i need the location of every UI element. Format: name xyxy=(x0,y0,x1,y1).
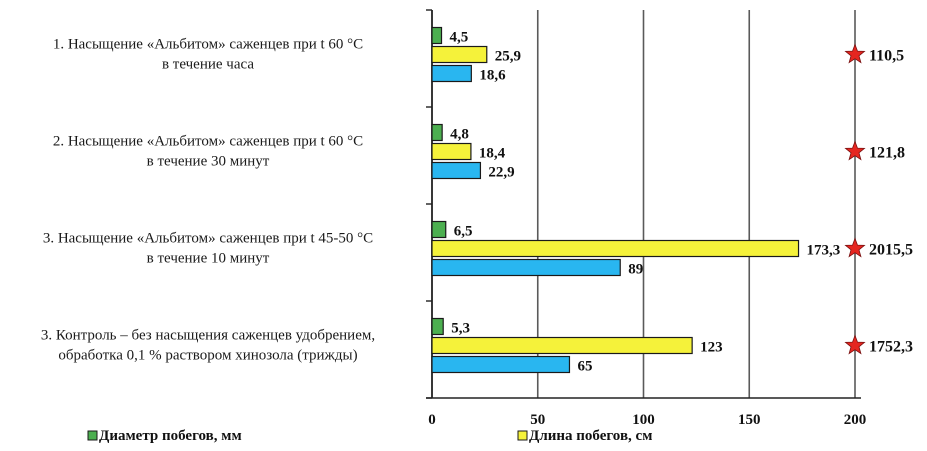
x-tick-label: 50 xyxy=(530,412,545,428)
data-label: 123 xyxy=(700,340,723,356)
x-tick-label: 150 xyxy=(738,412,761,428)
bar xyxy=(431,220,447,239)
bar xyxy=(431,142,472,161)
data-label: 22,9 xyxy=(488,165,514,181)
data-label: 4,5 xyxy=(450,30,469,46)
star-markers: 110,5 121,8 2015,5 1752,3 xyxy=(844,43,913,356)
category-labels: 1. Насыщение «Альбитом» саженцев при t 6… xyxy=(41,37,375,364)
x-tick-label: 0 xyxy=(428,412,436,428)
data-label: 25,9 xyxy=(495,49,521,65)
star-value-label: 121,8 xyxy=(869,145,905,162)
category-label: 3. Насыщение «Альбитом» саженцев при t 4… xyxy=(43,231,373,247)
data-label: 6,5 xyxy=(454,224,473,240)
category-label: в течение часа xyxy=(162,57,254,73)
star-marker xyxy=(844,140,866,161)
legend: Диаметр побегов, мм Длина побегов, см xyxy=(87,428,652,444)
bar xyxy=(431,64,472,83)
legend-label: Длина побегов, см xyxy=(529,428,652,444)
star-marker xyxy=(844,43,866,64)
category-label: в течение 30 минут xyxy=(147,154,270,170)
star-value-label: 1752,3 xyxy=(869,339,913,356)
star-marker xyxy=(844,237,866,258)
data-label: 65 xyxy=(577,359,592,375)
legend-swatch xyxy=(87,430,98,441)
bar xyxy=(431,258,621,277)
category-label: 3. Контроль – без насыщения саженцев удо… xyxy=(41,328,375,344)
category-label: в течение 10 минут xyxy=(147,251,270,267)
data-label: 18,6 xyxy=(479,68,506,84)
bar xyxy=(431,336,693,355)
bar xyxy=(431,239,800,258)
bar xyxy=(431,161,482,180)
x-tick-label: 100 xyxy=(632,412,655,428)
category-label: 2. Насыщение «Альбитом» саженцев при t 6… xyxy=(53,134,363,150)
data-label: 173,3 xyxy=(807,243,841,259)
legend-label: Диаметр побегов, мм xyxy=(99,428,242,444)
star-marker xyxy=(844,334,866,355)
data-label: 5,3 xyxy=(451,321,470,337)
star-value-label: 110,5 xyxy=(869,48,904,65)
bar xyxy=(431,123,443,142)
x-tick-labels: 0 50 100 150 200 xyxy=(428,412,866,428)
bar xyxy=(431,317,444,336)
bar xyxy=(431,26,443,45)
star-value-label: 2015,5 xyxy=(869,242,913,259)
bar xyxy=(431,45,488,64)
data-label: 18,4 xyxy=(479,146,506,162)
bar xyxy=(431,355,571,374)
grid-lines xyxy=(536,10,856,398)
legend-swatch xyxy=(517,430,528,441)
data-label: 4,8 xyxy=(450,127,469,143)
x-tick-label: 200 xyxy=(844,412,867,428)
bars: 4,5 25,9 18,6 4,8 18,4 22,9 6,5 173,3 89 5,3 123 65 xyxy=(431,26,841,375)
category-label: 1. Насыщение «Альбитом» саженцев при t 6… xyxy=(53,37,363,53)
data-label: 89 xyxy=(628,262,643,278)
category-label: обработка 0,1 % раствором хинозола (триж… xyxy=(58,348,357,364)
